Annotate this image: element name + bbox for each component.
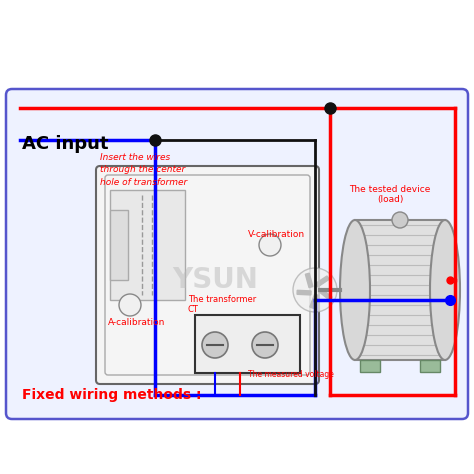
FancyArrow shape (305, 273, 313, 288)
Ellipse shape (340, 220, 370, 360)
FancyArrow shape (315, 276, 329, 287)
FancyBboxPatch shape (6, 89, 468, 419)
Text: Fixed wiring methods :: Fixed wiring methods : (22, 388, 201, 402)
Circle shape (119, 294, 141, 316)
Text: The measured voltage: The measured voltage (248, 370, 334, 379)
Text: The tested device
(load): The tested device (load) (349, 185, 431, 204)
Circle shape (293, 268, 337, 312)
FancyArrow shape (297, 290, 311, 295)
FancyArrow shape (319, 289, 332, 300)
Text: AC input: AC input (22, 135, 109, 153)
Text: V-calibration: V-calibration (248, 230, 305, 239)
Bar (195, 315, 300, 373)
Text: The transformer
CT: The transformer CT (188, 295, 256, 314)
FancyBboxPatch shape (105, 175, 310, 375)
Bar (110, 210, 128, 280)
FancyArrow shape (310, 294, 319, 309)
Bar (355, 220, 445, 360)
Text: A-calibration: A-calibration (108, 318, 165, 327)
Bar (420, 360, 440, 372)
Bar (360, 360, 380, 372)
Circle shape (252, 332, 278, 358)
Circle shape (259, 234, 281, 256)
Circle shape (202, 332, 228, 358)
FancyBboxPatch shape (96, 166, 319, 384)
Text: YSUN: YSUN (172, 266, 258, 294)
Bar (110, 190, 185, 300)
Circle shape (392, 212, 408, 228)
Ellipse shape (430, 220, 460, 360)
Text: Insert the wires
through the center
hole of transformer: Insert the wires through the center hole… (100, 153, 187, 187)
